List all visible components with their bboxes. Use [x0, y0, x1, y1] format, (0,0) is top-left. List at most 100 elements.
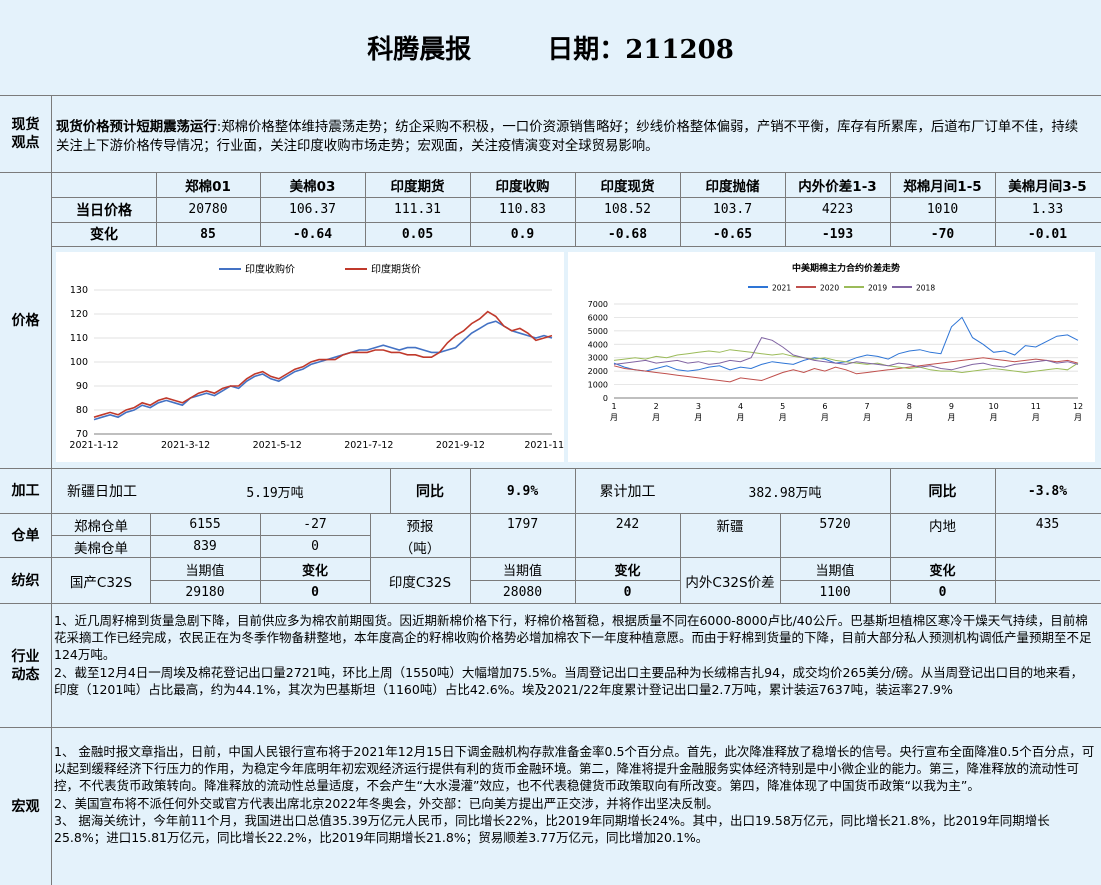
price-header-1: 美棉03 [289, 179, 336, 195]
x-tick-unit-10: 月 [1032, 413, 1040, 422]
report-header: 科腾晨报 日期：211208 [0, 0, 1101, 95]
india-price-chart-svg: 70 80 90 100 110 120 130 2021-1-12 2021-3-12 2021… [69, 263, 579, 452]
cell-divider [260, 514, 261, 557]
price-change-3: 0.9 [510, 226, 535, 242]
report-date: 日期：211208 [547, 35, 734, 65]
macro-paragraph-1: 1、 金融时报文章指出，日前，中国人民银行宣布将于2021年12月15日下调金融… [54, 744, 1095, 794]
x-tick-label-2: 2021-5-12 [253, 440, 302, 451]
price-change-5: -0.65 [712, 226, 753, 242]
x-tick-label-3: 4 [738, 402, 743, 411]
y-tick-label-1: 1000 [588, 381, 608, 390]
x-tick-unit-4: 月 [779, 413, 787, 422]
price-header-4: 印度现货 [600, 179, 655, 195]
report-title: 科腾晨报 [367, 35, 472, 65]
label-column-divider [51, 95, 52, 885]
textile-label: 纺织 [11, 572, 40, 589]
x-tick-label-5: 6 [822, 402, 827, 411]
series-line-2019 [613, 349, 1079, 374]
x-tick-unit-6: 月 [863, 413, 871, 422]
spot-view-label: 现货 观点 [11, 117, 40, 151]
cell-divider [780, 514, 781, 557]
price-label: 价格 [11, 312, 40, 329]
spot-view-lead: 现货价格预计短期震荡运行 [56, 120, 217, 135]
price-today-7: 1010 [926, 202, 959, 217]
cell-divider [890, 173, 891, 246]
x-tick-label-4: 2021-9-12 [436, 440, 485, 451]
yoy2-label: 同比 [928, 484, 957, 500]
cell-divider [150, 558, 151, 603]
legend-label-印度期货价: 印度期货价 [371, 263, 421, 276]
macro-label: 宏观 [11, 798, 40, 815]
chart-title: 中美期棉主力合约价差走势 [792, 262, 900, 274]
legend-label-2018: 2018 [916, 284, 935, 293]
cell-divider [785, 173, 786, 246]
y-tick-label-3: 3000 [588, 354, 608, 363]
spread-change-label: 变化 [929, 563, 956, 579]
y-tick-label-4: 110 [70, 333, 88, 344]
legend-label-2019: 2019 [868, 284, 887, 293]
row-divider [0, 603, 1101, 604]
cell-divider [890, 558, 891, 603]
spread-c32s-value: 1100 [819, 584, 851, 600]
cell-divider [575, 558, 576, 603]
india-price-chart: 70 80 90 100 110 120 130 2021-1-12 2021-3-12 2021… [56, 252, 580, 462]
x-tick-unit-0: 月 [610, 413, 618, 422]
cell-divider [370, 514, 371, 557]
x-tick-label-8: 9 [949, 402, 954, 411]
industry-news: 1、近几周籽棉到货量急剧下降，目前供应多为棉农前期囤货。因近期新棉价格下行，籽棉… [54, 612, 1094, 698]
price-change-2: 0.05 [401, 226, 434, 242]
row-divider [0, 513, 1101, 514]
xinjiang-warehouse-value: 5720 [819, 517, 851, 532]
row-divider [52, 197, 1101, 198]
neidi-warehouse-label: 内地 [929, 518, 956, 535]
spread-chart-svg: 中美期棉主力合约价差走势 0 1000 2000 3000 4000 5000 6000 700… [588, 262, 1083, 422]
cell-divider [470, 558, 471, 603]
y-tick-label-0: 70 [76, 429, 88, 440]
neidi-warehouse-value: 435 [1035, 517, 1060, 532]
domestic-c32s-value: 29180 [185, 584, 225, 600]
price-change-8: -0.01 [1027, 226, 1068, 242]
price-header-0: 郑棉01 [185, 179, 231, 195]
x-tick-label-6: 7 [865, 402, 870, 411]
spot-view-body: :郑棉价格整体维持震荡走势；纺企采购不积极，一口价资源销售略好；纱线价格整体偏弱… [56, 120, 1079, 154]
y-tick-label-3: 100 [70, 357, 88, 368]
price-header-6: 内外价差1-3 [798, 179, 877, 195]
domestic-c32s-change: 0 [311, 584, 319, 600]
x-tick-unit-5: 月 [821, 413, 829, 422]
y-tick-label-0: 0 [603, 394, 608, 403]
cell-divider [260, 558, 261, 603]
x-tick-label-3: 2021-7-12 [344, 440, 393, 451]
cell-divider [370, 558, 371, 603]
meimian-warehouse-change: 0 [311, 539, 319, 554]
meimian-warehouse-label: 美棉仓单 [74, 540, 128, 557]
y-tick-label-1: 80 [76, 405, 88, 416]
meimian-warehouse-value: 839 [193, 539, 217, 554]
domestic-change-label: 变化 [301, 563, 328, 579]
zhengmian-warehouse-label: 郑棉仓单 [74, 518, 128, 535]
xinjiang-daily-label: 新疆日加工 [67, 484, 137, 500]
cell-divider [995, 514, 996, 557]
forecast-label: 预报 [406, 518, 434, 535]
yoy2-value: -3.8% [1027, 483, 1068, 499]
x-tick-label-10: 11 [1031, 402, 1041, 411]
change-label: 变化 [90, 227, 118, 243]
today-price-label: 当日价格 [76, 202, 132, 219]
row-divider [0, 468, 1101, 469]
y-tick-label-6: 6000 [588, 313, 608, 322]
x-tick-unit-2: 月 [694, 413, 702, 422]
price-change-7: -70 [930, 226, 955, 242]
x-tick-label-9: 10 [989, 402, 999, 411]
x-tick-unit-8: 月 [947, 413, 955, 422]
industry-paragraph-2: 2、截至12月4日一周埃及棉花登记出口量2721吨，环比上周（1550吨）大幅增… [54, 664, 1084, 697]
yoy-value: 9.9% [506, 483, 539, 499]
processing-label: 加工 [11, 483, 40, 499]
cell-divider [390, 469, 391, 513]
spread-current-label: 当期值 [815, 563, 855, 579]
domestic-c32s-label: 国产C32S [69, 574, 133, 591]
x-tick-label-1: 2 [654, 402, 659, 411]
x-tick-unit-7: 月 [905, 413, 913, 422]
india-c32s-change: 0 [623, 584, 632, 600]
y-tick-label-7: 7000 [588, 300, 608, 309]
x-tick-label-7: 8 [907, 402, 912, 411]
india-c32s-value: 28080 [502, 584, 543, 600]
